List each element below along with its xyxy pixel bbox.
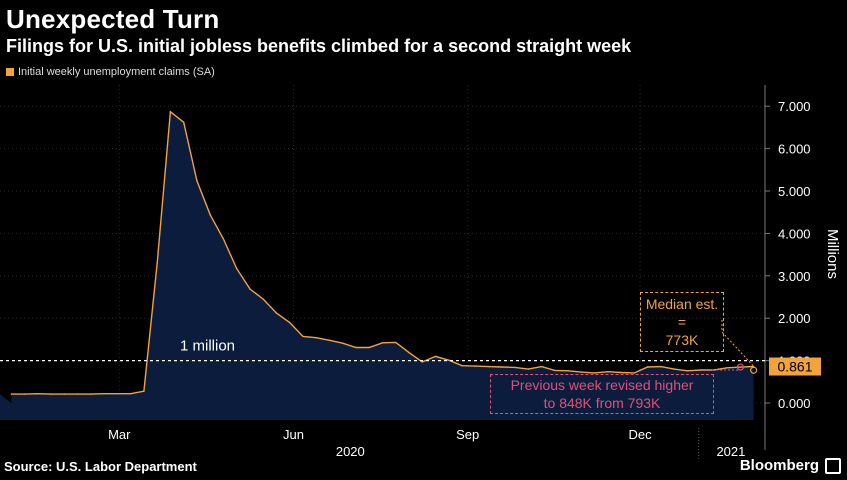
data-point: [156, 262, 158, 264]
data-point: [275, 312, 278, 314]
median-estimate-annotation: Median est. = 773K: [640, 292, 724, 352]
data-point: [328, 339, 331, 341]
revision-line-1: Previous week revised higher: [510, 377, 694, 393]
median-estimate-leader: [721, 320, 755, 367]
median-estimate-line-1: Median est. =: [645, 296, 719, 330]
data-point: [289, 321, 291, 324]
data-point: [90, 393, 92, 395]
x-tick-label: Jun: [283, 427, 304, 442]
data-point: [249, 288, 251, 290]
data-point: [593, 372, 596, 374]
median-estimate-marker: [750, 366, 758, 374]
series-area-fill: [0, 111, 754, 420]
data-point: [196, 180, 198, 182]
data-point: [527, 368, 530, 370]
reference-line-label: 1 million: [180, 338, 235, 355]
data-point: [408, 351, 410, 354]
data-point: [448, 359, 450, 361]
x-tick-label: Sep: [456, 427, 479, 442]
data-point: [554, 369, 556, 372]
y-tick-label: 2.000: [778, 311, 811, 326]
data-point: [103, 393, 105, 395]
y-tick-label: 6.000: [778, 142, 811, 157]
data-point: [381, 342, 384, 344]
data-point: [10, 393, 13, 395]
data-point: [368, 346, 370, 349]
source-note: Source: U.S. Labor Department: [4, 459, 197, 474]
legend-label: Initial weekly unemployment claims (SA): [18, 66, 215, 78]
data-point: [315, 337, 317, 339]
data-point: [699, 369, 702, 371]
data-point: [395, 341, 397, 344]
data-point: [143, 390, 145, 392]
data-point: [607, 370, 609, 373]
brand-name: Bloomberg: [739, 457, 819, 474]
data-point: [580, 371, 583, 373]
y-tick-label: 5.000: [778, 184, 811, 199]
data-point: [633, 372, 636, 374]
data-point: [540, 365, 543, 368]
data-point: [302, 335, 304, 338]
legend-swatch: [6, 68, 14, 76]
y-tick-label: 3.000: [778, 269, 811, 284]
legend: Initial weekly unemployment claims (SA): [6, 66, 215, 78]
x-tick-label: Dec: [628, 427, 652, 442]
revision-line-2: to 848K from 793K: [543, 395, 661, 411]
median-estimate-line-2: 773K: [665, 332, 699, 348]
y-tick-label: 4.000: [778, 226, 811, 241]
data-point: [487, 365, 490, 368]
x-year-label: 2021: [716, 444, 745, 459]
data-point: [209, 214, 211, 216]
data-point: [50, 393, 52, 395]
data-point: [461, 365, 463, 367]
data-point: [262, 298, 264, 300]
data-point: [182, 121, 185, 124]
revision-annotation: Previous week revised higher to 848K fro…: [490, 374, 714, 414]
data-point: [355, 346, 357, 349]
data-point: [434, 355, 437, 358]
data-point: [474, 365, 476, 367]
data-point: [37, 393, 39, 395]
data-point: [660, 365, 662, 368]
data-point: [514, 366, 516, 369]
data-point: [222, 238, 225, 240]
data-point: [501, 366, 503, 368]
data-point: [620, 371, 622, 374]
chart-subtitle: Filings for U.S. initial jobless benefit…: [6, 36, 632, 56]
bloomberg-logo-icon: [825, 457, 841, 474]
y-tick-label: 7.000: [778, 99, 811, 114]
data-point: [739, 366, 742, 368]
data-point: [421, 361, 423, 363]
data-point: [116, 393, 119, 395]
y-tick-label: 0.000: [778, 396, 811, 411]
data-point: [342, 342, 344, 344]
data-point: [726, 367, 728, 369]
data-point: [23, 393, 26, 395]
data-point: [646, 366, 649, 368]
last-value-label: 0.861: [777, 359, 812, 375]
data-point: [673, 368, 675, 370]
chart-title: Unexpected Turn: [6, 4, 220, 34]
data-point: [169, 111, 172, 113]
x-tick-label: Mar: [108, 427, 131, 442]
data-point: [235, 267, 238, 270]
brand: Bloomberg: [740, 457, 841, 474]
data-point: [76, 393, 79, 395]
x-year-label: 2020: [336, 444, 365, 459]
data-point: [63, 393, 66, 395]
last-value-tag: [769, 357, 821, 376]
data-point: [567, 370, 569, 372]
data-point: [129, 393, 132, 395]
y-axis-label: Millions: [824, 229, 841, 279]
data-point: [686, 370, 689, 372]
